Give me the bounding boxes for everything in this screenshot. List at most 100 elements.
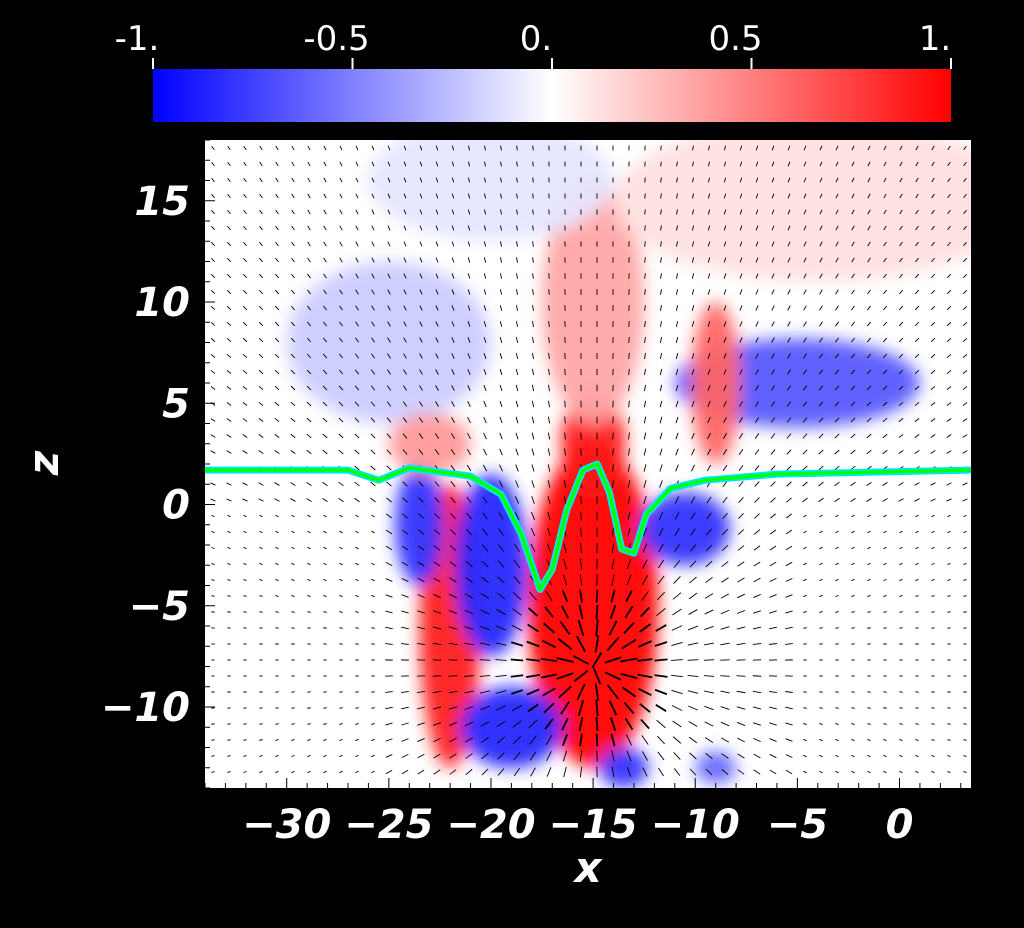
flow-arrow (371, 723, 375, 725)
flow-arrow (687, 642, 699, 646)
flow-arrow (834, 465, 840, 471)
flow-arrow (290, 482, 296, 486)
flow-arrow (449, 753, 457, 759)
flow-arrow (258, 434, 264, 438)
flow-arrow (628, 416, 630, 424)
flow-arrow (676, 257, 678, 263)
flow-arrow (338, 433, 344, 439)
flow-arrow (723, 241, 727, 247)
flow-arrow (628, 368, 630, 376)
flow-arrow (322, 481, 328, 487)
flow-arrow (705, 560, 713, 568)
flow-arrow (691, 384, 695, 392)
flow-arrow (787, 241, 791, 247)
flow-arrow (226, 482, 232, 486)
flow-arrow (448, 706, 458, 710)
flow-arrow (946, 434, 952, 438)
flow-arrow (803, 578, 807, 582)
flow-arrow (675, 305, 679, 311)
flow-arrow (338, 449, 344, 455)
flow-arrow (722, 496, 728, 504)
flow-arrow (963, 739, 967, 741)
flow-arrow (338, 369, 344, 375)
flow-arrow (899, 563, 903, 565)
flow-arrow (547, 464, 551, 472)
flow-arrow (580, 543, 582, 553)
flow-arrow (243, 611, 247, 613)
flow-arrow (657, 575, 665, 585)
flow-arrow (417, 738, 425, 742)
flow-arrow (754, 465, 760, 471)
flow-arrow (211, 209, 215, 215)
flow-arrow (484, 145, 486, 151)
flow-arrow (354, 369, 360, 375)
flow-arrow (675, 384, 679, 392)
flow-arrow (818, 385, 824, 391)
flow-arrow (210, 273, 216, 279)
flow-arrow (707, 289, 711, 295)
flow-arrow (435, 353, 439, 359)
flow-arrow (707, 353, 711, 359)
flow-arrow (516, 209, 518, 215)
flow-arrow (898, 450, 904, 454)
flow-arrow (963, 193, 967, 199)
flow-arrow (753, 577, 761, 583)
flow-arrow (769, 577, 777, 583)
flow-arrow (464, 642, 474, 646)
flow-arrow (723, 225, 727, 231)
flow-arrow (371, 305, 375, 311)
flow-arrow (354, 465, 360, 471)
flow-arrow (513, 751, 521, 761)
flow-arrow (659, 448, 663, 456)
flow-arrow (275, 225, 279, 231)
flow-arrow (515, 368, 519, 376)
flow-arrow (323, 579, 327, 581)
flow-arrow (275, 563, 279, 565)
flow-arrow (768, 643, 778, 645)
flow-arrow (659, 321, 663, 327)
flow-arrow (467, 209, 471, 215)
flow-arrow (323, 770, 327, 774)
flow-arrow (548, 289, 550, 295)
flow-arrow (371, 337, 375, 343)
flow-arrow (434, 481, 440, 487)
flow-arrow (786, 449, 792, 455)
flow-arrow (243, 225, 247, 231)
flow-arrow (706, 496, 712, 504)
flow-arrow (819, 209, 823, 215)
flow-arrow (835, 273, 839, 279)
flow-arrow (259, 209, 263, 215)
flow-arrow (243, 547, 247, 549)
flow-arrow (529, 735, 537, 745)
flow-arrow (243, 209, 247, 215)
flow-arrow (227, 771, 231, 773)
flow-arrow (385, 626, 393, 630)
flow-arrow (338, 481, 344, 487)
flow-arrow (654, 658, 668, 662)
flow-arrow (418, 497, 424, 503)
x-tick-label: −5 (767, 802, 828, 848)
flow-arrow (541, 639, 557, 649)
flow-arrow (307, 209, 311, 215)
flow-arrow (291, 723, 295, 725)
flow-arrow (259, 739, 263, 741)
flow-arrow (627, 495, 631, 505)
flow-arrow (819, 177, 823, 183)
flow-arrow (402, 513, 408, 519)
flow-arrow (211, 579, 215, 581)
flow-arrow (291, 289, 295, 295)
flow-arrow (866, 417, 872, 423)
flow-arrow (464, 675, 474, 677)
flow-arrow (483, 353, 487, 359)
flow-arrow (755, 401, 759, 407)
flow-arrow (739, 241, 743, 247)
flow-arrow (226, 337, 232, 343)
flow-arrow (947, 611, 951, 613)
flow-arrow (962, 273, 968, 279)
flow-arrow (355, 257, 359, 263)
flow-arrow (851, 770, 855, 774)
flow-arrow (611, 766, 615, 778)
flow-arrow (562, 750, 568, 762)
flow-arrow (835, 562, 839, 566)
flow-arrow (674, 496, 680, 504)
